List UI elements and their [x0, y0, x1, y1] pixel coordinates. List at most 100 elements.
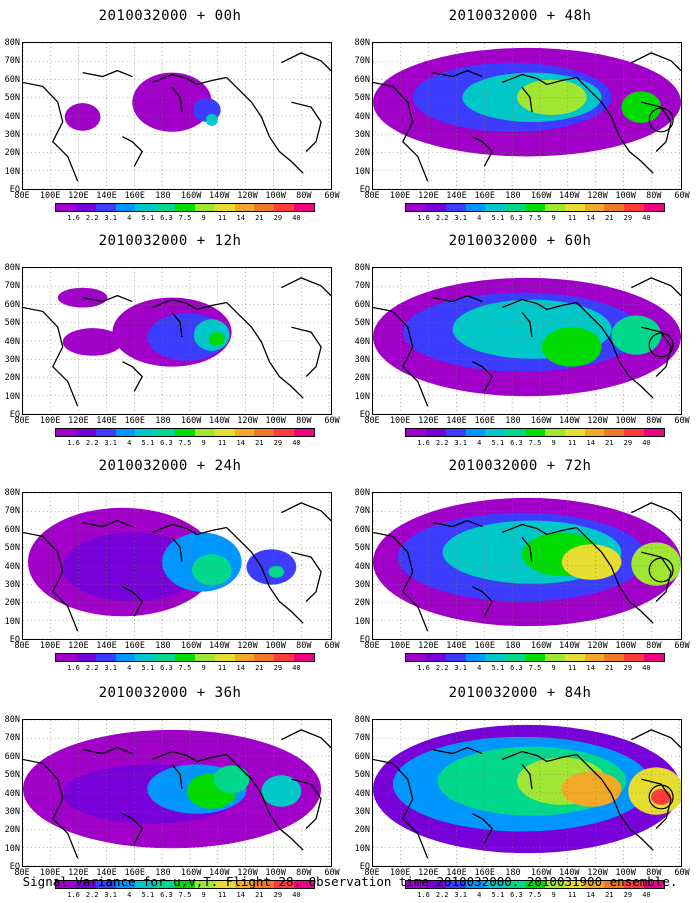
longitude-label: 80E [364, 641, 380, 651]
longitude-label: 140E [96, 868, 117, 878]
longitude-label: 140W [559, 416, 580, 426]
longitude-label: 100E [389, 416, 411, 426]
legend-tick-label: 2.2 [85, 214, 99, 222]
longitude-label: 100E [39, 416, 61, 426]
legend-swatch [544, 881, 565, 888]
longitude-label: 100E [389, 191, 411, 201]
legend-tick-label: 21 [605, 664, 614, 672]
legend-tick-label: 11 [217, 891, 227, 899]
legend-tick-label: 6.3 [160, 891, 173, 899]
legend-tick-label: 1.6 [67, 214, 80, 222]
legend-swatch [294, 881, 314, 888]
longitude-label: 80E [14, 191, 30, 201]
longitude-label: 60W [324, 868, 340, 878]
variance-map [372, 267, 682, 415]
longitude-label: 180 [155, 868, 171, 878]
latitude-label: 70N [354, 56, 370, 67]
legend-tick-label: 29 [273, 664, 283, 672]
legend-tick-label: 9 [551, 214, 556, 222]
legend-tick-label: 7.5 [528, 664, 542, 672]
legend-swatch [75, 881, 96, 888]
legend-tick-label: 6.3 [510, 214, 523, 222]
legend-swatch [505, 204, 526, 211]
longitude-label: 100W [615, 191, 636, 201]
legend-swatch [624, 654, 645, 661]
forecast-panel: 2010032000 + 24h 80N 70N 60N 50N 40N 30N 20N 10N… [0, 454, 340, 676]
legend-tick-label: 1.6 [67, 439, 80, 447]
legend-tick-label: 1.6 [417, 439, 430, 447]
legend-swatch [624, 881, 645, 888]
longitude-label: 120W [587, 641, 608, 651]
legend-tick-label: 9 [201, 214, 206, 222]
latitude-label: 60N [354, 74, 370, 85]
legend-tick-label: 1.6 [417, 214, 430, 222]
legend-tick-label: 9 [201, 891, 206, 899]
legend-tick-label: 4 [477, 891, 482, 899]
latitude-label: 70N [354, 733, 370, 744]
longitude-label: 180 [155, 191, 171, 201]
latitude-label: 20N [4, 148, 20, 159]
legend-tick-label: 5.1 [141, 664, 155, 672]
legend-tick-label: 29 [273, 214, 283, 222]
latitude-label: 40N [4, 561, 20, 572]
latitude-label: 80N [4, 263, 20, 273]
legend-tick-label: 5.1 [141, 891, 155, 899]
longitude-label: 180 [505, 868, 521, 878]
legend-swatch [95, 429, 116, 436]
longitude-label: 120W [237, 641, 258, 651]
longitude-label: 180 [505, 416, 521, 426]
longitude-label: 120E [68, 191, 89, 201]
panel-title: 2010032000 + 60h [448, 233, 592, 249]
latitude-label: EQ [9, 635, 20, 646]
legend-swatch [155, 881, 176, 888]
panel-title: 2010032000 + 48h [448, 8, 592, 24]
longitude-label: 120E [68, 868, 89, 878]
variance-map [22, 492, 332, 640]
legend-tick-label: 3.1 [454, 439, 468, 447]
legend-tick-label: 6.3 [510, 439, 523, 447]
latitude-label: 10N [4, 391, 20, 402]
legend-swatch [445, 654, 466, 661]
legend-tick-label: 7.5 [528, 891, 542, 899]
color-legend [405, 653, 665, 662]
legend-tick-label: 7.5 [178, 664, 192, 672]
legend-swatch [155, 204, 176, 211]
legend-tick-label: 4 [477, 214, 482, 222]
latitude-label: 40N [4, 336, 20, 347]
legend-tick-label: 29 [623, 214, 633, 222]
color-legend [55, 203, 315, 212]
legend-swatch [485, 429, 506, 436]
latitude-label: 30N [354, 807, 370, 817]
legend-swatch [274, 654, 295, 661]
forecast-panel: 2010032000 + 00h 80N 70N 60N 50N 40N 30N 20N 10N… [0, 4, 340, 226]
latitude-label: 20N [4, 825, 20, 836]
legend-tick-label: 14 [236, 214, 245, 222]
legend-swatch [214, 429, 235, 436]
latitude-label: 50N [354, 543, 370, 554]
forecast-panel: 2010032000 + 84h 80N 70N 60N 50N 40N 30N 20N 10N… [350, 681, 690, 903]
latitude-label: 10N [4, 166, 20, 177]
legend-tick-label: 4 [477, 439, 482, 447]
legend-swatch [234, 654, 255, 661]
legend-tick-label: 1.6 [417, 891, 430, 899]
legend-swatch [294, 204, 314, 211]
panel-title: 2010032000 + 24h [98, 458, 242, 474]
latitude-label: 80N [354, 263, 370, 273]
legend-tick-label: 6.3 [160, 214, 173, 222]
legend-tick-label: 3.1 [104, 664, 118, 672]
latitude-label: 80N [4, 715, 20, 725]
legend-tick-label: 9 [201, 664, 206, 672]
variance-map [22, 719, 332, 867]
legend-swatch [135, 429, 156, 436]
latitude-label: 30N [354, 130, 370, 140]
legend-tick-label: 3.1 [454, 214, 468, 222]
latitude-label: 20N [354, 598, 370, 609]
legend-tick-label: 2.2 [85, 439, 99, 447]
longitude-label: 120W [587, 191, 608, 201]
legend-swatch [564, 429, 585, 436]
legend-swatch [505, 429, 526, 436]
longitude-label: 160E [474, 191, 495, 201]
legend-tick-label: 21 [605, 439, 614, 447]
legend-swatch [624, 204, 645, 211]
longitude-label: 120E [418, 416, 439, 426]
